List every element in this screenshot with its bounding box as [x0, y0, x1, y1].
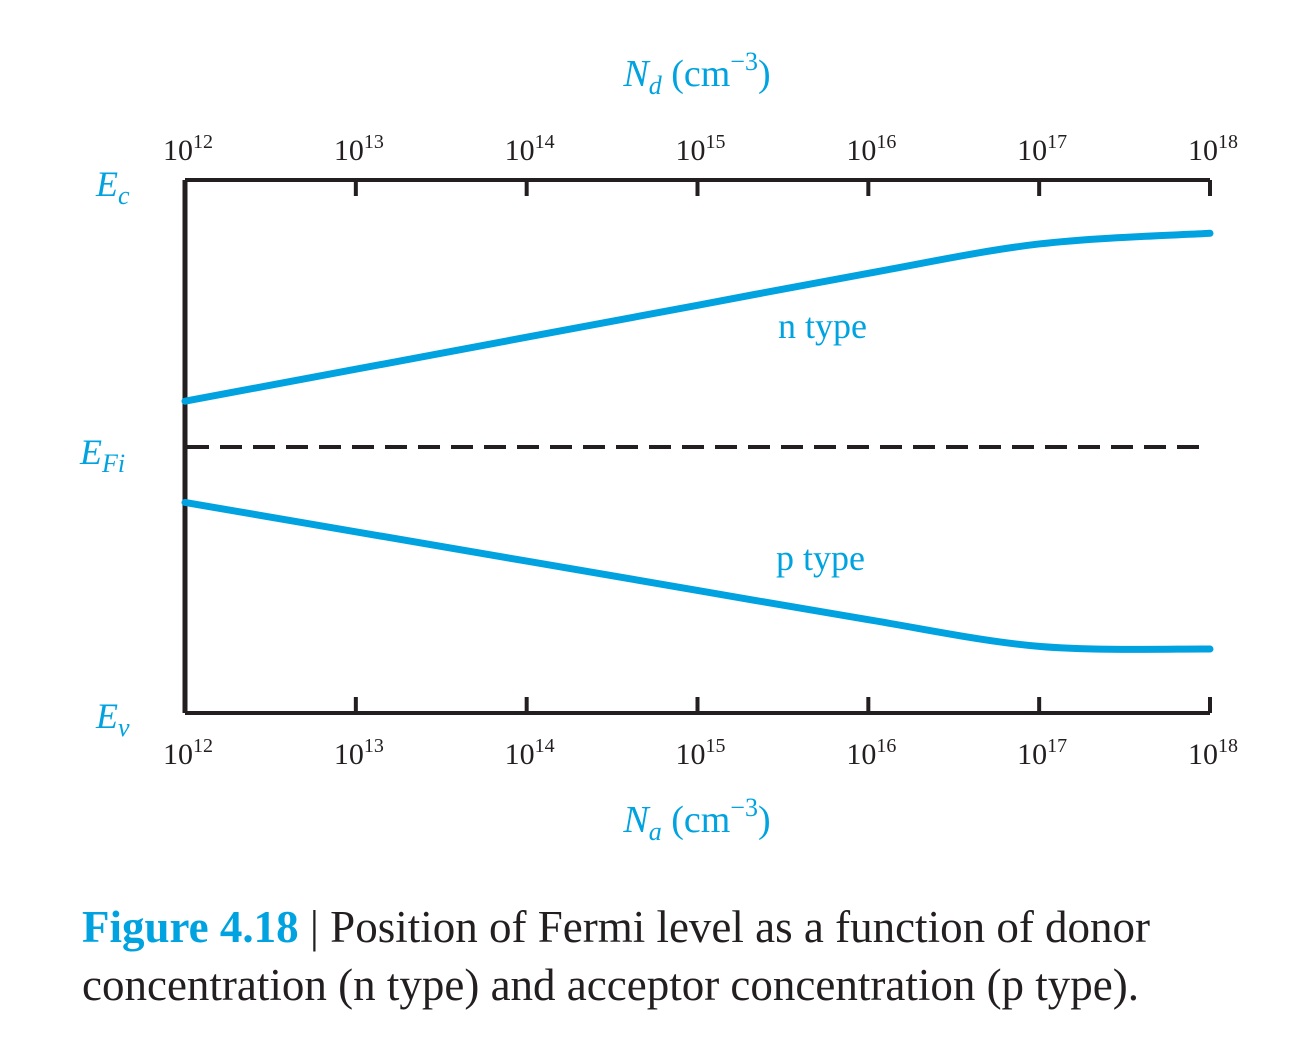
- top-tick-label-5: 1017: [1017, 131, 1067, 167]
- top-tick-labels: 1012 1013 1014 1015 1016 1017 1018: [163, 131, 1238, 167]
- top-tick-marks: [353, 180, 1212, 196]
- top-axis-title: Nd (cm−3): [622, 47, 770, 100]
- bottom-tick-marks: [353, 697, 1212, 713]
- ec-label: Ec: [95, 164, 130, 210]
- bottom-tick-label-0: 1012: [163, 735, 213, 771]
- bottom-tick-label-2: 1014: [505, 735, 555, 771]
- fermi-level-chart: 1012 1013 1014 1015 1016 1017 1018 1012 1013 101…: [79, 47, 1238, 846]
- top-tick-label-2: 1014: [505, 131, 555, 167]
- caption-separator: |: [298, 902, 331, 952]
- caption-text: Position of Fermi level as a function of…: [82, 902, 1151, 1010]
- p-type-label: p type: [776, 538, 865, 578]
- bottom-tick-labels: 1012 1013 1014 1015 1016 1017 1018: [163, 735, 1238, 771]
- ev-label: Ev: [95, 696, 130, 742]
- bottom-axis-title: Na (cm−3): [622, 793, 770, 846]
- bottom-tick-label-4: 1016: [846, 735, 896, 771]
- bottom-tick-label-6: 1018: [1188, 735, 1238, 771]
- p-type-curve: [181, 498, 1214, 653]
- top-tick-label-6: 1018: [1188, 131, 1238, 167]
- figure-number: Figure 4.18: [82, 902, 299, 952]
- top-tick-label-3: 1015: [676, 131, 726, 167]
- bottom-tick-label-3: 1015: [676, 735, 726, 771]
- top-tick-label-1: 1013: [334, 131, 384, 167]
- top-tick-label-4: 1016: [846, 131, 896, 167]
- bottom-tick-label-5: 1017: [1017, 735, 1067, 771]
- top-tick-label-0: 1012: [163, 131, 213, 167]
- efi-label: EFi: [79, 432, 125, 478]
- n-type-label: n type: [778, 306, 867, 346]
- bottom-tick-label-1: 1013: [334, 735, 384, 771]
- n-type-curve: [181, 229, 1214, 405]
- figure-caption: Figure 4.18 | Position of Fermi level as…: [82, 898, 1282, 1014]
